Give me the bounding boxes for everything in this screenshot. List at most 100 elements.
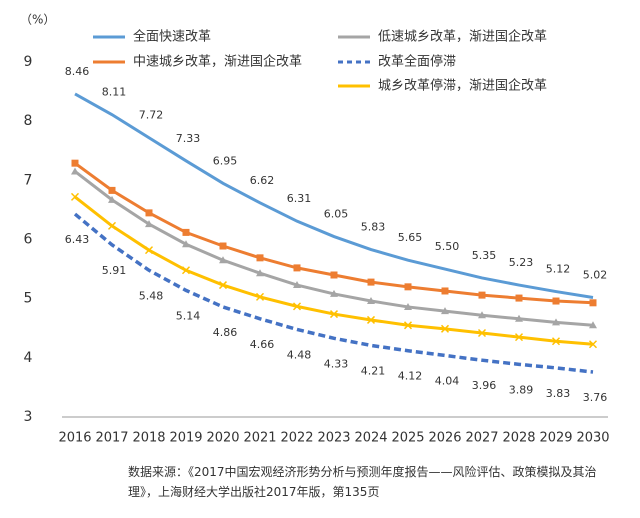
y-tick-label: 3 xyxy=(24,409,33,425)
marker xyxy=(589,299,597,307)
marker xyxy=(219,256,227,264)
marker xyxy=(551,337,561,346)
marker xyxy=(219,242,227,250)
marker xyxy=(145,209,153,217)
data-label: 5.02 xyxy=(583,268,608,281)
data-label: 5.50 xyxy=(435,240,460,253)
series-line xyxy=(74,92,594,299)
marker xyxy=(256,269,264,277)
data-label: 7.33 xyxy=(176,132,201,145)
x-tick-label: 2025 xyxy=(391,431,424,446)
marker xyxy=(144,246,154,255)
x-tick-label: 2023 xyxy=(317,431,350,446)
marker xyxy=(589,321,597,329)
marker xyxy=(478,291,486,299)
marker xyxy=(440,324,450,333)
marker xyxy=(293,281,301,289)
data-label: 5.12 xyxy=(546,263,571,276)
data-label: 3.83 xyxy=(546,387,571,400)
data-label: 3.76 xyxy=(583,391,608,404)
data-label: 6.43 xyxy=(65,233,90,246)
legend-label: 城乡改革停滞，渐进国企改革 xyxy=(378,78,547,94)
marker xyxy=(70,192,80,201)
data-label: 4.04 xyxy=(435,374,460,387)
marker xyxy=(515,314,523,322)
y-tick-label: 5 xyxy=(24,291,33,307)
marker xyxy=(71,167,79,175)
data-label: 5.48 xyxy=(139,289,164,302)
marker xyxy=(441,287,449,295)
legend-label: 低速城乡改革，渐进国企改革 xyxy=(378,29,547,45)
data-label: 4.21 xyxy=(361,364,386,377)
x-tick-label: 2024 xyxy=(354,431,387,446)
marker xyxy=(404,283,412,291)
x-tick-label: 2022 xyxy=(280,431,313,446)
series-line xyxy=(73,212,594,374)
data-label: 4.33 xyxy=(324,357,349,370)
marker xyxy=(552,318,560,326)
y-tick-label: 7 xyxy=(24,172,33,188)
data-label: 3.96 xyxy=(472,379,497,392)
x-tick-label: 2026 xyxy=(428,431,461,446)
x-tick-label: 2027 xyxy=(465,431,498,446)
marker xyxy=(404,302,412,310)
data-label: 5.91 xyxy=(102,264,127,277)
marker xyxy=(403,321,413,330)
data-label: 5.65 xyxy=(398,231,423,244)
marker xyxy=(107,221,117,230)
data-label: 4.86 xyxy=(213,326,238,339)
data-label: 6.95 xyxy=(213,154,238,167)
y-tick-label: 6 xyxy=(24,232,33,248)
marker xyxy=(71,159,79,167)
marker xyxy=(145,220,153,228)
marker xyxy=(367,278,375,286)
series-line xyxy=(74,161,594,305)
x-tick-label: 2019 xyxy=(169,431,202,446)
data-label: 5.83 xyxy=(361,221,386,234)
data-label: 6.31 xyxy=(287,192,312,205)
y-axis-label: （%） xyxy=(20,13,55,27)
x-tick-label: 2028 xyxy=(502,431,535,446)
x-tick-label: 2018 xyxy=(132,431,165,446)
data-label: 5.14 xyxy=(176,309,201,322)
x-tick-label: 2030 xyxy=(576,431,609,446)
data-label: 4.48 xyxy=(287,348,312,361)
legend-label: 中速城乡改革，渐进国企改革 xyxy=(133,54,302,70)
y-tick-label: 9 xyxy=(24,54,33,70)
marker xyxy=(478,311,486,319)
data-label: 7.72 xyxy=(139,109,164,122)
marker xyxy=(255,292,265,301)
marker xyxy=(366,315,376,324)
marker xyxy=(181,266,191,275)
marker xyxy=(292,302,302,311)
data-label: 6.05 xyxy=(324,208,349,221)
data-label: 3.89 xyxy=(509,383,534,396)
data-label: 8.11 xyxy=(102,86,127,99)
marker xyxy=(367,297,375,305)
marker xyxy=(588,340,598,349)
y-tick-label: 4 xyxy=(24,350,33,366)
marker xyxy=(552,297,560,305)
data-label: 5.23 xyxy=(509,256,534,269)
marker xyxy=(182,240,190,248)
marker xyxy=(477,328,487,338)
y-tick-label: 8 xyxy=(24,113,33,129)
marker xyxy=(293,264,301,272)
data-label: 8.46 xyxy=(65,65,90,78)
source-note: 数据来源：《2017中国宏观经济形势分析与预测年度报告——风险评估、政策模拟及其… xyxy=(128,465,597,499)
x-tick-label: 2021 xyxy=(243,431,276,446)
x-tick-label: 2016 xyxy=(58,431,91,446)
x-tick-label: 2017 xyxy=(95,431,128,446)
marker xyxy=(108,195,116,203)
marker xyxy=(330,289,338,297)
data-label: 5.35 xyxy=(472,249,497,262)
data-label: 4.12 xyxy=(398,370,423,383)
data-label: 6.62 xyxy=(250,174,275,187)
legend-label: 全面快速改革 xyxy=(133,29,211,45)
marker xyxy=(514,333,524,342)
marker xyxy=(256,254,264,262)
legend-label: 改革全面停滞 xyxy=(378,54,456,70)
x-tick-label: 2020 xyxy=(206,431,239,446)
